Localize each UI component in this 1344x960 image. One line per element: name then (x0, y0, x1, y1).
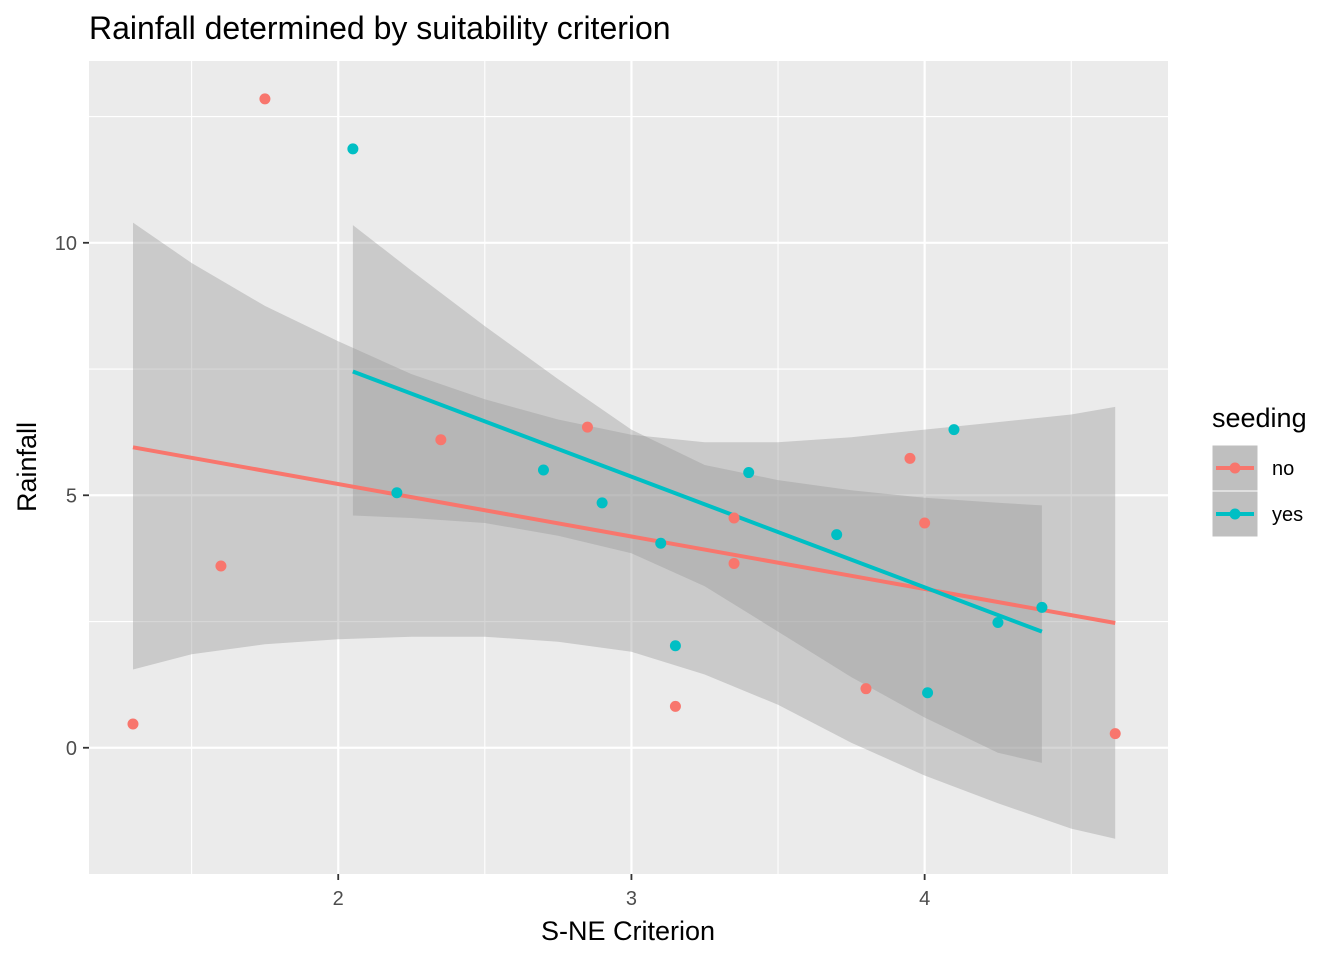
data-point-yes (992, 617, 1004, 629)
data-point-no (127, 718, 139, 730)
data-point-no (215, 560, 227, 572)
y-axis-ticks: 0 5 10 (55, 233, 89, 760)
data-point-yes (391, 487, 403, 499)
data-point-no (435, 434, 447, 446)
legend-label-yes: yes (1272, 504, 1303, 526)
data-point-yes (669, 640, 681, 652)
data-point-yes (537, 464, 549, 476)
y-tick-label: 5 (66, 485, 77, 507)
grid-minor (89, 61, 1168, 874)
data-point-yes (655, 537, 667, 549)
data-point-no (1109, 728, 1121, 740)
data-point-yes (347, 143, 359, 155)
data-point-no (919, 517, 931, 529)
fit-line-no (132, 445, 1116, 625)
data-point-yes (1036, 601, 1048, 613)
x-tick-label: 4 (919, 888, 930, 910)
data-point-no (728, 557, 740, 569)
data-point-no (669, 700, 681, 712)
x-axis-title: S-NE Criterion (541, 916, 715, 946)
fit-line-yes (352, 369, 1043, 634)
legend-keys: no yes (1211, 444, 1303, 538)
legend-key-point-yes (1229, 508, 1241, 520)
x-tick-label: 3 (626, 888, 637, 910)
legend-title: seeding (1212, 403, 1307, 433)
y-axis-title: Rainfall (12, 422, 42, 512)
data-point-no (581, 421, 593, 433)
x-tick-label: 2 (333, 888, 344, 910)
data-point-yes (948, 424, 960, 436)
x-axis-ticks: 2 3 4 (333, 874, 930, 910)
data-point-no (860, 683, 872, 695)
data-point-yes (831, 529, 843, 541)
data-point-yes (596, 497, 608, 509)
data-point-no (259, 93, 271, 105)
confidence-band-yes (352, 225, 1042, 763)
chart-title: Rainfall determined by suitability crite… (89, 10, 671, 46)
data-point-yes (922, 687, 934, 699)
data-point-yes (743, 467, 755, 479)
legend-key-point-no (1229, 462, 1241, 474)
legend-label-no: no (1272, 458, 1294, 480)
fit-lines (132, 369, 1116, 634)
grid-major (89, 61, 1168, 874)
legend: seeding no yes (1211, 403, 1307, 538)
data-points (127, 93, 1121, 740)
data-point-no (904, 452, 916, 464)
data-point-no (728, 512, 740, 524)
plot-panel (89, 61, 1168, 874)
y-tick-label: 0 (66, 738, 77, 760)
y-tick-label: 10 (55, 233, 77, 255)
